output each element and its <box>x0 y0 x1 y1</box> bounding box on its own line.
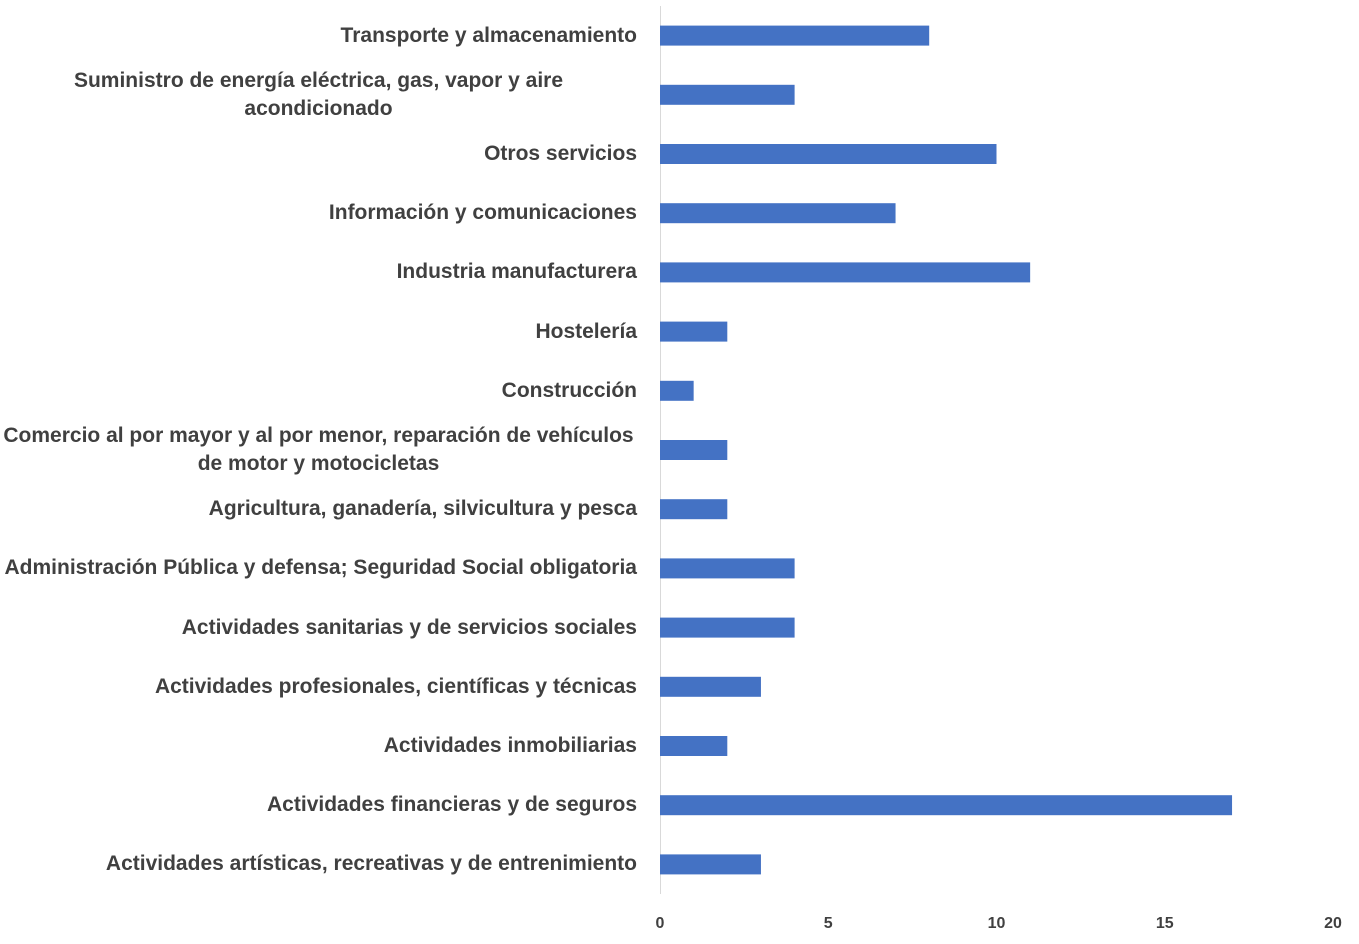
y-tick-label: Hostelería <box>535 319 637 343</box>
y-tick-label: Actividades financieras y de seguros <box>267 793 637 817</box>
x-tick-label: 5 <box>824 915 833 932</box>
x-tick-label: 15 <box>1156 915 1174 932</box>
bar <box>660 262 1031 283</box>
bar <box>660 676 761 697</box>
bar <box>660 321 728 342</box>
bar <box>660 558 795 579</box>
bar <box>660 617 795 638</box>
y-tick-label: Actividades artísticas, recreativas y de… <box>105 852 637 876</box>
y-tick-label: Actividades inmobiliarias <box>383 734 637 757</box>
y-tick-label: Industria manufacturera <box>396 260 637 284</box>
bar <box>660 440 728 460</box>
y-tick-label: Otros servicios <box>484 142 637 165</box>
x-tick-label: 20 <box>1324 915 1342 932</box>
y-tick-label: Actividades profesionales, científicas y… <box>154 674 637 698</box>
y-tick-label: Transporte y almacenamiento <box>340 23 637 47</box>
bar <box>660 84 795 105</box>
bar <box>660 380 694 401</box>
y-tick-label: Actividades sanitarias y de servicios so… <box>181 615 637 639</box>
bar <box>660 795 1233 816</box>
x-tick-label: 10 <box>988 915 1006 932</box>
y-tick-label: Suministro de energía eléctrica, gas, va… <box>73 68 564 120</box>
bar <box>660 736 728 756</box>
y-tick-label: Comercio al por mayor y al por menor, re… <box>3 424 634 475</box>
y-tick-label: Construcción <box>501 378 637 402</box>
y-tick-label: Información y comunicaciones <box>328 201 637 225</box>
bar <box>660 144 997 164</box>
bar <box>660 499 728 520</box>
bar <box>660 854 761 875</box>
bar <box>660 203 896 224</box>
y-tick-label: Administración Pública y defensa; Seguri… <box>4 556 637 580</box>
y-tick-label: Agricultura, ganadería, silvicultura y p… <box>208 497 637 521</box>
bar <box>660 25 930 46</box>
x-tick-label: 0 <box>656 915 665 932</box>
